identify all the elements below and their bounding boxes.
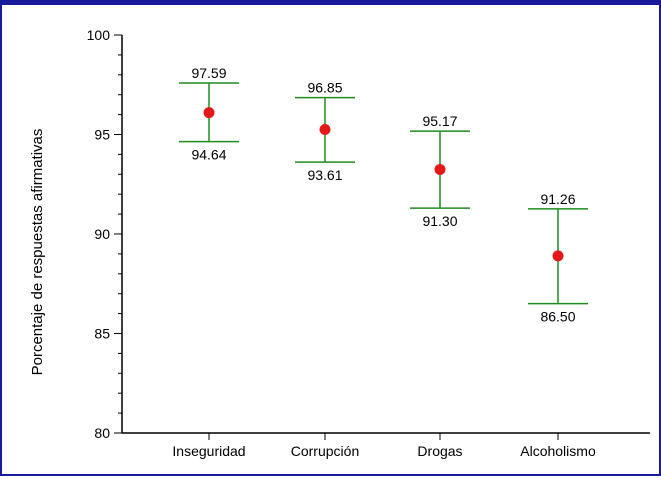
- lower-value-label: 94.64: [191, 147, 226, 163]
- y-tick-label: 80: [94, 425, 110, 441]
- lower-value-label: 93.61: [307, 167, 342, 183]
- lower-value-label: 91.30: [422, 213, 457, 229]
- y-tick-label: 100: [87, 27, 111, 43]
- y-tick-label: 95: [94, 127, 110, 143]
- y-axis-label: Porcentaje de respuestas afirmativas: [29, 129, 46, 376]
- data-point: [204, 107, 215, 118]
- upper-value-label: 96.85: [307, 80, 342, 96]
- y-tick-label: 90: [94, 226, 110, 242]
- x-tick-label: Drogas: [417, 443, 462, 459]
- lower-value-label: 86.50: [540, 309, 575, 325]
- upper-value-label: 91.26: [540, 191, 575, 207]
- x-tick-label: Corrupción: [291, 443, 359, 459]
- upper-value-label: 97.59: [191, 65, 226, 81]
- interval-chart: 80 85 90 95 100 Inseguridad Corrupción Drogas Al…: [2, 5, 659, 474]
- data-point: [553, 250, 564, 261]
- x-tick-label: Alcoholismo: [520, 443, 596, 459]
- chart-marks: 97.59 94.64 96.85 93.61 95.17 91.30 91.26 86.50: [179, 65, 588, 325]
- data-point: [435, 164, 446, 175]
- data-point: [320, 124, 331, 135]
- upper-value-label: 95.17: [422, 113, 457, 129]
- x-tick-label: Inseguridad: [172, 443, 245, 459]
- y-tick-label: 85: [94, 326, 110, 342]
- axes: 80 85 90 95 100 Inseguridad Corrupción Drogas Al…: [87, 27, 650, 459]
